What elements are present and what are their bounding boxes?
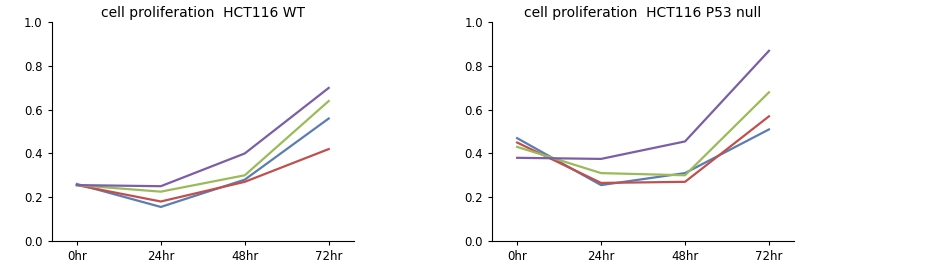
P53 null pFLAG [763, 128, 775, 131]
AS1 [155, 190, 166, 193]
Line: P53 null WT: P53 null WT [517, 116, 769, 183]
P53 null AS1 [595, 171, 606, 175]
P53 null pFLAG [595, 183, 606, 187]
P53 null WT [595, 181, 606, 185]
P53 null WT [763, 115, 775, 118]
AS1 [323, 99, 335, 103]
Line: P53 null pFLAG: P53 null pFLAG [517, 129, 769, 185]
P53 null pFLAG [680, 171, 691, 175]
AS2 [155, 185, 166, 188]
P53 null WT [511, 141, 523, 144]
WT [71, 183, 83, 187]
Legend: pFLAG, WT, AS1, AS2: pFLAG, WT, AS1, AS2 [370, 92, 435, 150]
AS2 [239, 152, 250, 155]
AS1 [71, 183, 83, 187]
WT [155, 200, 166, 203]
pFLAG [155, 205, 166, 209]
Line: WT: WT [77, 149, 329, 202]
P53 null AS2 [680, 140, 691, 143]
Line: AS2: AS2 [77, 88, 329, 186]
P53 null AS2 [511, 156, 523, 160]
Line: pFLAG: pFLAG [77, 118, 329, 207]
Line: AS1: AS1 [77, 101, 329, 192]
P53 null pFLAG [511, 136, 523, 140]
P53 null AS1 [680, 174, 691, 177]
WT [239, 180, 250, 183]
P53 null WT [680, 180, 691, 183]
Title: cell proliferation  HCT116 WT: cell proliferation HCT116 WT [101, 6, 305, 20]
AS1 [239, 174, 250, 177]
P53 null AS1 [511, 145, 523, 149]
P53 null AS1 [763, 91, 775, 94]
Line: P53 null AS2: P53 null AS2 [517, 51, 769, 159]
P53 null AS2 [763, 49, 775, 52]
Title: cell proliferation  HCT116 P53 null: cell proliferation HCT116 P53 null [525, 6, 761, 20]
pFLAG [239, 178, 250, 181]
AS2 [323, 86, 335, 90]
Line: P53 null AS1: P53 null AS1 [517, 92, 769, 175]
pFLAG [71, 182, 83, 186]
Legend: P53 null pFLAG, P53 null WT, P53 null AS1, P53 null AS2: P53 null pFLAG, P53 null WT, P53 null AS… [810, 92, 923, 150]
WT [323, 147, 335, 151]
AS2 [71, 183, 83, 187]
P53 null AS2 [595, 157, 606, 161]
pFLAG [323, 117, 335, 120]
